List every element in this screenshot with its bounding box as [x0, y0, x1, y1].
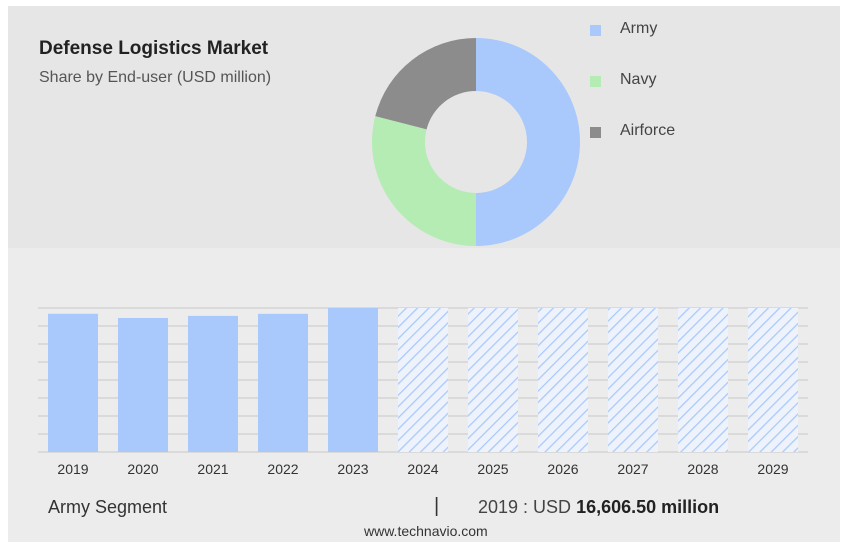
bar-2020 [118, 317, 168, 452]
forecast-bar-2027 [608, 308, 658, 452]
x-tick-label: 2021 [197, 461, 228, 477]
source-link[interactable]: www.technavio.com [364, 523, 488, 539]
bar-2019 [48, 313, 98, 452]
segment-label: Army Segment [48, 497, 168, 517]
x-tick-label: 2027 [617, 461, 648, 477]
footer-year: 2019 : USD [478, 497, 572, 517]
legend-label: Navy [620, 71, 657, 88]
footer-value-text: 2019 : USD 16,606.50 million [478, 497, 719, 518]
donut-slice-airforce [375, 38, 476, 130]
bar-2023 [328, 308, 378, 452]
bar-2021 [188, 315, 238, 452]
bar-2022 [258, 313, 308, 452]
x-tick-label: 2022 [267, 461, 298, 477]
x-tick-label: 2028 [687, 461, 718, 477]
legend-swatch [590, 127, 601, 138]
donut-slice-navy [372, 116, 476, 246]
x-tick-label: 2029 [757, 461, 788, 477]
footer-separator: | [434, 495, 440, 517]
forecast-bar-2026 [538, 308, 588, 452]
bar-chart: 2019 2020 2021 2022 2023 2024 2025 2026 2027 2028… [38, 307, 808, 477]
x-tick-label: 2024 [407, 461, 438, 477]
footer-value: 16,606.50 million [576, 497, 720, 517]
forecast-bar-2025 [468, 308, 518, 452]
donut-slice-army [476, 38, 580, 246]
x-tick-label: 2025 [477, 461, 508, 477]
legend-swatch [590, 25, 601, 36]
chart-title: Defense Logistics Market [39, 38, 269, 59]
forecast-bar-2028 [678, 308, 728, 452]
x-tick-label: 2023 [337, 461, 368, 477]
x-tick-label: 2026 [547, 461, 578, 477]
forecast-bar-2024 [398, 308, 448, 452]
x-tick-label: 2019 [57, 461, 88, 477]
legend-label: Army [620, 20, 658, 37]
donut-chart [372, 38, 580, 246]
x-tick-label: 2020 [127, 461, 158, 477]
forecast-bar-2029 [748, 308, 798, 452]
legend-swatch [590, 76, 601, 87]
chart-card: Defense Logistics Market Share by End-us… [8, 6, 840, 542]
legend-label: Airforce [620, 122, 676, 139]
chart-subtitle: Share by End-user (USD million) [39, 69, 272, 86]
